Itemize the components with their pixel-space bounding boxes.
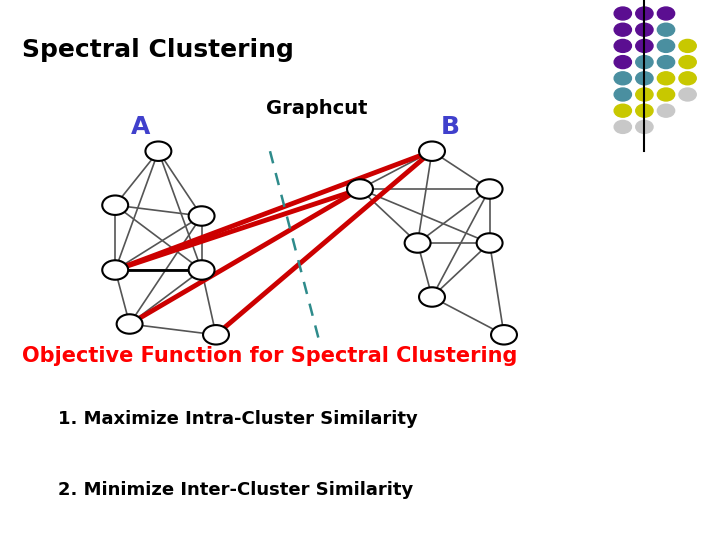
Circle shape: [189, 206, 215, 226]
Circle shape: [117, 314, 143, 334]
Circle shape: [419, 287, 445, 307]
Circle shape: [636, 72, 653, 85]
Circle shape: [102, 260, 128, 280]
Circle shape: [491, 325, 517, 345]
Circle shape: [636, 104, 653, 117]
Circle shape: [657, 104, 675, 117]
Circle shape: [614, 104, 631, 117]
Circle shape: [614, 7, 631, 20]
Circle shape: [614, 72, 631, 85]
Circle shape: [636, 39, 653, 52]
Text: A: A: [131, 115, 150, 139]
Circle shape: [636, 7, 653, 20]
Circle shape: [679, 39, 696, 52]
Text: Objective Function for Spectral Clustering: Objective Function for Spectral Clusteri…: [22, 346, 517, 366]
Circle shape: [679, 88, 696, 101]
Circle shape: [657, 39, 675, 52]
Circle shape: [477, 179, 503, 199]
Circle shape: [347, 179, 373, 199]
Text: Spectral Clustering: Spectral Clustering: [22, 38, 294, 62]
Text: Graphcut: Graphcut: [266, 98, 368, 118]
Circle shape: [636, 120, 653, 133]
Circle shape: [679, 56, 696, 69]
Circle shape: [657, 88, 675, 101]
Circle shape: [189, 260, 215, 280]
Circle shape: [477, 233, 503, 253]
Text: 1. Maximize Intra-Cluster Similarity: 1. Maximize Intra-Cluster Similarity: [58, 410, 418, 428]
Circle shape: [145, 141, 171, 161]
Text: 2. Minimize Inter-Cluster Similarity: 2. Minimize Inter-Cluster Similarity: [58, 481, 413, 498]
Circle shape: [679, 72, 696, 85]
Circle shape: [657, 7, 675, 20]
Circle shape: [405, 233, 431, 253]
Circle shape: [636, 23, 653, 36]
Circle shape: [657, 56, 675, 69]
Circle shape: [102, 195, 128, 215]
Circle shape: [614, 120, 631, 133]
Circle shape: [636, 56, 653, 69]
Circle shape: [636, 88, 653, 101]
Circle shape: [614, 88, 631, 101]
Circle shape: [419, 141, 445, 161]
Circle shape: [203, 325, 229, 345]
Circle shape: [657, 72, 675, 85]
Circle shape: [614, 23, 631, 36]
Circle shape: [657, 23, 675, 36]
Circle shape: [614, 56, 631, 69]
Circle shape: [614, 39, 631, 52]
Text: B: B: [441, 115, 459, 139]
